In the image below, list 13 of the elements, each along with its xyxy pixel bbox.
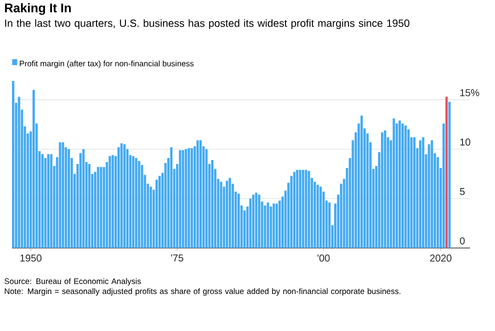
chart-subtitle: In the last two quarters, U.S. business has posted its widest profit margins since 1950 <box>5 19 410 29</box>
legend-label: Profit margin (after tax) for non-financial business <box>20 60 194 68</box>
x-tick-label: '00 <box>318 254 330 262</box>
y-tick-label: 15% <box>460 89 480 96</box>
source-note: Source: Bureau of Economic Analysis <box>4 278 141 286</box>
y-tick-label: 10 <box>460 138 470 146</box>
y-tick-label: 0 <box>460 237 465 244</box>
x-tick-label: 2020 <box>430 254 452 262</box>
chart-title: Raking It In <box>5 3 71 15</box>
text: Note: Margin = seasonally adjusted profits as share of gross value added by non-financial corporate business. <box>4 288 400 296</box>
x-tick-label: '75 <box>171 254 184 262</box>
y-tick-label: 5 <box>460 188 465 196</box>
x-tick-label: 1950 <box>20 254 42 262</box>
